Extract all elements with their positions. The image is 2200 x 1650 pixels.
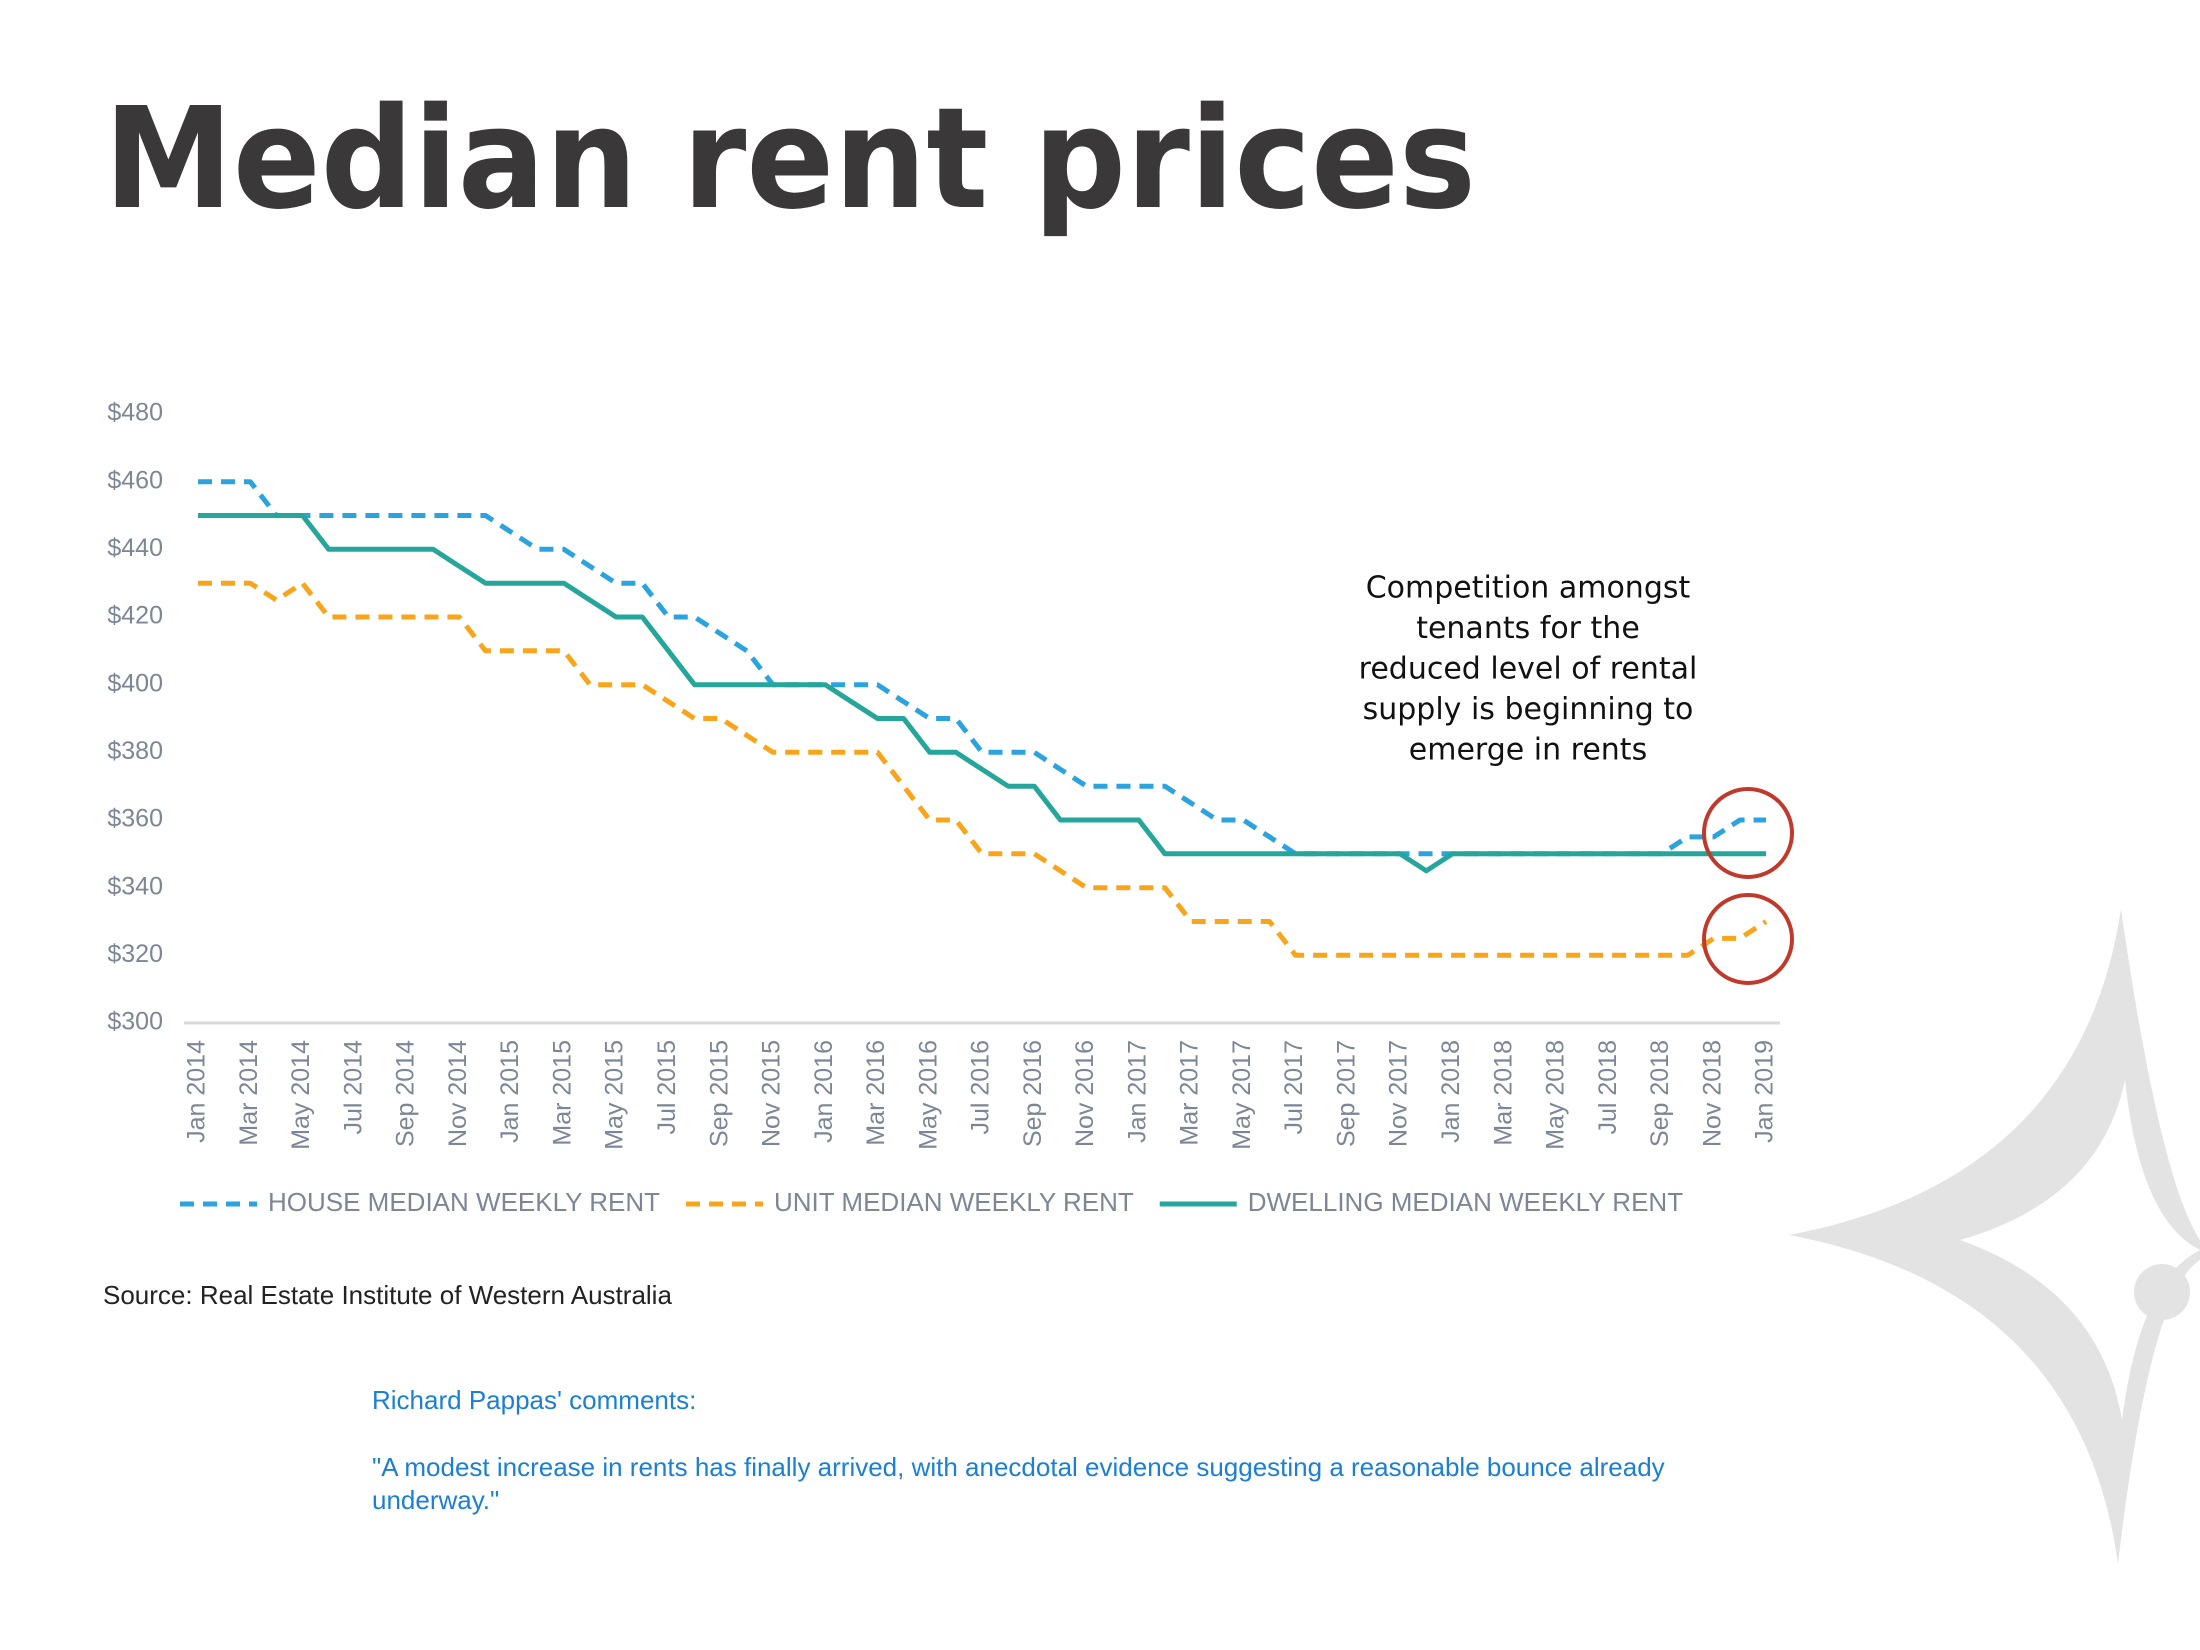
x-tick-label: Nov 2015 xyxy=(758,1040,786,1147)
x-tick-label: Nov 2014 xyxy=(444,1040,472,1147)
x-tick-label: Mar 2015 xyxy=(548,1040,576,1146)
x-tick-label: Jan 2016 xyxy=(810,1040,838,1143)
x-tick-label: Nov 2018 xyxy=(1698,1040,1726,1147)
x-tick-label: Mar 2017 xyxy=(1176,1040,1204,1146)
x-tick-label: Sep 2014 xyxy=(392,1040,420,1147)
chart-title: Median rent prices xyxy=(104,78,1476,241)
comments-quote: "A modest increase in rents has finally … xyxy=(372,1452,1665,1515)
x-tick-label: Jan 2014 xyxy=(183,1040,211,1143)
series-line xyxy=(198,513,1766,874)
x-tick-label: Jul 2014 xyxy=(339,1040,367,1135)
x-tick-label: May 2014 xyxy=(287,1040,315,1150)
x-tick-label: Jan 2018 xyxy=(1437,1040,1465,1143)
x-tick-label: Mar 2016 xyxy=(862,1040,890,1146)
x-tick-label: Nov 2016 xyxy=(1071,1040,1099,1147)
series-line xyxy=(198,580,1768,958)
y-tick-label: $480 xyxy=(107,399,163,427)
x-tick-label: May 2016 xyxy=(914,1040,942,1150)
x-tick-label: Jul 2017 xyxy=(1280,1040,1308,1135)
x-tick-label: May 2017 xyxy=(1228,1040,1256,1150)
x-tick-label: Mar 2014 xyxy=(235,1040,263,1146)
x-tick-label: Nov 2017 xyxy=(1385,1040,1413,1147)
y-tick-label: $400 xyxy=(107,669,163,697)
y-tick-label: $320 xyxy=(107,940,163,968)
legend-label: HOUSE MEDIAN WEEKLY RENT xyxy=(268,1187,660,1217)
x-tick-label: Jul 2018 xyxy=(1594,1040,1622,1135)
x-tick-label: May 2018 xyxy=(1542,1040,1570,1150)
legend-label: UNIT MEDIAN WEEKLY RENT xyxy=(774,1187,1134,1217)
annotation: reduced level of rental xyxy=(1359,652,1698,687)
y-tick-label: $440 xyxy=(107,534,163,562)
x-tick-label: Sep 2015 xyxy=(705,1040,733,1147)
annotation: Competition amongst xyxy=(1366,571,1691,606)
y-tick-label: $420 xyxy=(107,602,163,630)
x-tick-label: Sep 2018 xyxy=(1646,1040,1674,1147)
x-tick-label: Sep 2017 xyxy=(1332,1040,1360,1147)
highlight-circle xyxy=(1702,787,1794,879)
decoration xyxy=(1789,909,2200,1564)
x-tick-label: Jul 2015 xyxy=(653,1040,681,1135)
x-tick-label: Jul 2016 xyxy=(967,1040,995,1135)
y-tick-label: $360 xyxy=(107,805,163,833)
y-tick-label: $340 xyxy=(107,872,163,900)
source: Source: Real Estate Institute of Western… xyxy=(103,1280,672,1310)
x-tick-label: Mar 2018 xyxy=(1489,1040,1517,1146)
series-line xyxy=(198,479,1766,857)
x-tick-label: Jan 2015 xyxy=(496,1040,524,1143)
x-tick-label: Sep 2016 xyxy=(1019,1040,1047,1147)
annotation: supply is beginning to xyxy=(1363,692,1694,727)
annotation: tenants for the xyxy=(1416,611,1640,646)
x-tick-label: May 2015 xyxy=(601,1040,629,1150)
legend-label: DWELLING MEDIAN WEEKLY RENT xyxy=(1248,1187,1683,1217)
annotation: emerge in rents xyxy=(1409,733,1647,768)
comments-heading: Richard Pappas' comments: xyxy=(372,1385,697,1415)
y-tick-label: $460 xyxy=(107,466,163,494)
x-tick-label: Jan 2019 xyxy=(1751,1040,1779,1143)
highlight-circle xyxy=(1702,893,1794,985)
y-tick-label: $380 xyxy=(107,737,163,765)
y-tick-label: $300 xyxy=(107,1008,163,1036)
x-tick-label: Jan 2017 xyxy=(1123,1040,1151,1143)
